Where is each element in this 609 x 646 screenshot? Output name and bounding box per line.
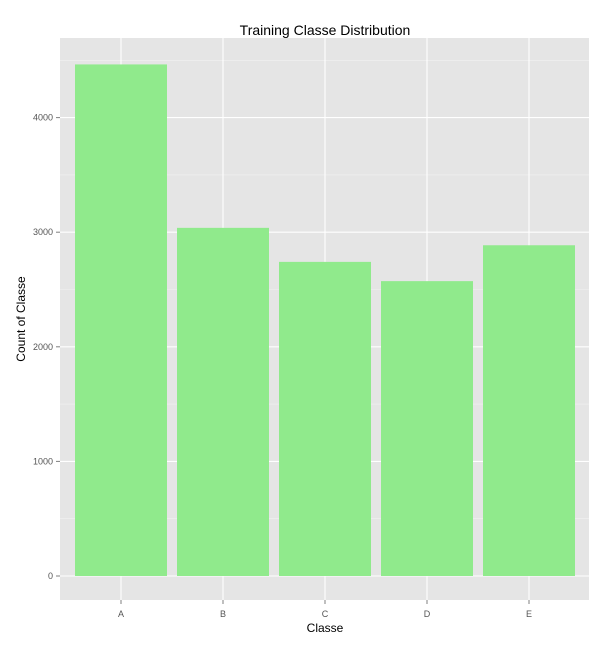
- x-tick-label: A: [118, 609, 124, 619]
- bars: [75, 64, 575, 576]
- y-tick-label: 0: [48, 571, 53, 581]
- x-tick-label: D: [424, 609, 431, 619]
- x-axis-label: Classe: [307, 621, 344, 635]
- y-tick-label: 1000: [33, 456, 53, 466]
- x-tick-label: C: [322, 609, 329, 619]
- bar-d: [381, 281, 473, 576]
- x-tick-label: B: [220, 609, 226, 619]
- bar-b: [177, 227, 269, 576]
- y-tick-label: 2000: [33, 342, 53, 352]
- chart-title: Training Classe Distribution: [240, 22, 411, 38]
- y-axis-ticks: 0 1000 2000 3000 4000: [33, 113, 60, 581]
- x-axis-ticks: A B C D E: [118, 600, 532, 619]
- bar-e: [483, 245, 575, 576]
- y-tick-label: 3000: [33, 227, 53, 237]
- y-axis-label: Count of Classe: [14, 276, 28, 362]
- bar-a: [75, 64, 167, 576]
- y-tick-label: 4000: [33, 113, 53, 123]
- x-tick-label: E: [526, 609, 532, 619]
- bar-c: [279, 261, 371, 576]
